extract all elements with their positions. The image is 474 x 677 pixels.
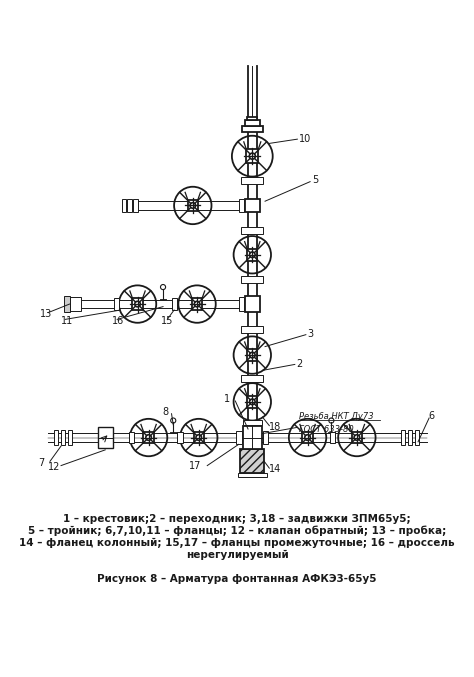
- Bar: [188, 200, 198, 211]
- Bar: [194, 431, 204, 443]
- Bar: [263, 431, 268, 444]
- Bar: [54, 430, 58, 445]
- Bar: [236, 431, 242, 444]
- Bar: [133, 198, 137, 213]
- Bar: [70, 297, 82, 311]
- Bar: [239, 297, 244, 311]
- Bar: [243, 426, 262, 450]
- Bar: [68, 430, 72, 445]
- Bar: [172, 298, 177, 310]
- Bar: [61, 430, 65, 445]
- Bar: [122, 198, 127, 213]
- Bar: [247, 349, 257, 361]
- Bar: [132, 298, 143, 310]
- Bar: [241, 276, 264, 283]
- Bar: [129, 431, 134, 443]
- Text: 13: 13: [40, 309, 52, 320]
- Bar: [241, 326, 264, 333]
- Bar: [242, 125, 263, 132]
- Text: 5: 5: [312, 175, 318, 185]
- Text: 10: 10: [299, 134, 311, 144]
- Bar: [114, 298, 119, 310]
- Text: ГОСТ 633-80: ГОСТ 633-80: [299, 424, 354, 433]
- Bar: [329, 431, 335, 443]
- Text: 3: 3: [308, 329, 314, 338]
- Text: нерегулируемый: нерегулируемый: [186, 550, 288, 560]
- Bar: [352, 431, 362, 443]
- Bar: [408, 430, 412, 445]
- Bar: [241, 227, 264, 234]
- Text: 11: 11: [61, 316, 73, 326]
- Bar: [246, 150, 258, 163]
- Text: 2: 2: [297, 359, 303, 368]
- Bar: [245, 198, 260, 213]
- Text: Резьба НКТ Ду73: Резьба НКТ Ду73: [299, 412, 374, 421]
- Text: 1: 1: [224, 394, 230, 404]
- Text: 8: 8: [163, 407, 169, 417]
- Text: 1 – крестовик;2 – переходник; 3,18 – задвижки ЗПМ65у5;: 1 – крестовик;2 – переходник; 3,18 – зад…: [63, 514, 411, 524]
- Bar: [64, 297, 70, 311]
- Text: 15: 15: [161, 316, 173, 326]
- Text: 12: 12: [48, 462, 61, 473]
- Text: Рисунок 8 – Арматура фонтанная АФКЭ3-65у5: Рисунок 8 – Арматура фонтанная АФКЭ3-65у…: [97, 573, 377, 584]
- Text: 6: 6: [428, 412, 434, 421]
- Text: 17: 17: [189, 462, 201, 471]
- Text: 18: 18: [269, 422, 282, 433]
- Bar: [144, 431, 154, 443]
- Bar: [238, 473, 267, 477]
- Text: 14: 14: [269, 464, 282, 474]
- Bar: [245, 121, 260, 125]
- Bar: [247, 249, 257, 261]
- Bar: [192, 298, 202, 310]
- Bar: [245, 297, 260, 311]
- Bar: [401, 430, 405, 445]
- Bar: [243, 420, 262, 424]
- Text: 5 – тройник; 6,7,10,11 – фланцы; 12 – клапан обратный; 13 – пробка;: 5 – тройник; 6,7,10,11 – фланцы; 12 – кл…: [28, 526, 446, 536]
- Bar: [241, 375, 264, 382]
- Bar: [240, 450, 264, 473]
- Text: 16: 16: [112, 316, 124, 326]
- Bar: [128, 198, 132, 213]
- Bar: [241, 177, 264, 184]
- Bar: [247, 396, 257, 408]
- Bar: [98, 427, 113, 448]
- Text: 7: 7: [38, 458, 44, 468]
- Bar: [302, 431, 313, 443]
- Bar: [415, 430, 419, 445]
- Text: 14 – фланец колонный; 15,17 – фланцы промежуточные; 16 – дроссель: 14 – фланец колонный; 15,17 – фланцы про…: [19, 538, 455, 548]
- Bar: [247, 117, 257, 121]
- Bar: [239, 198, 244, 213]
- Bar: [177, 431, 182, 443]
